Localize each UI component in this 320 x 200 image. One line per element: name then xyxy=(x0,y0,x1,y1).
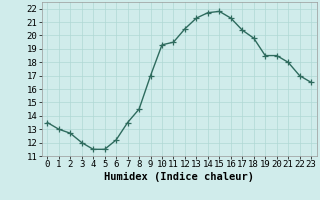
X-axis label: Humidex (Indice chaleur): Humidex (Indice chaleur) xyxy=(104,172,254,182)
